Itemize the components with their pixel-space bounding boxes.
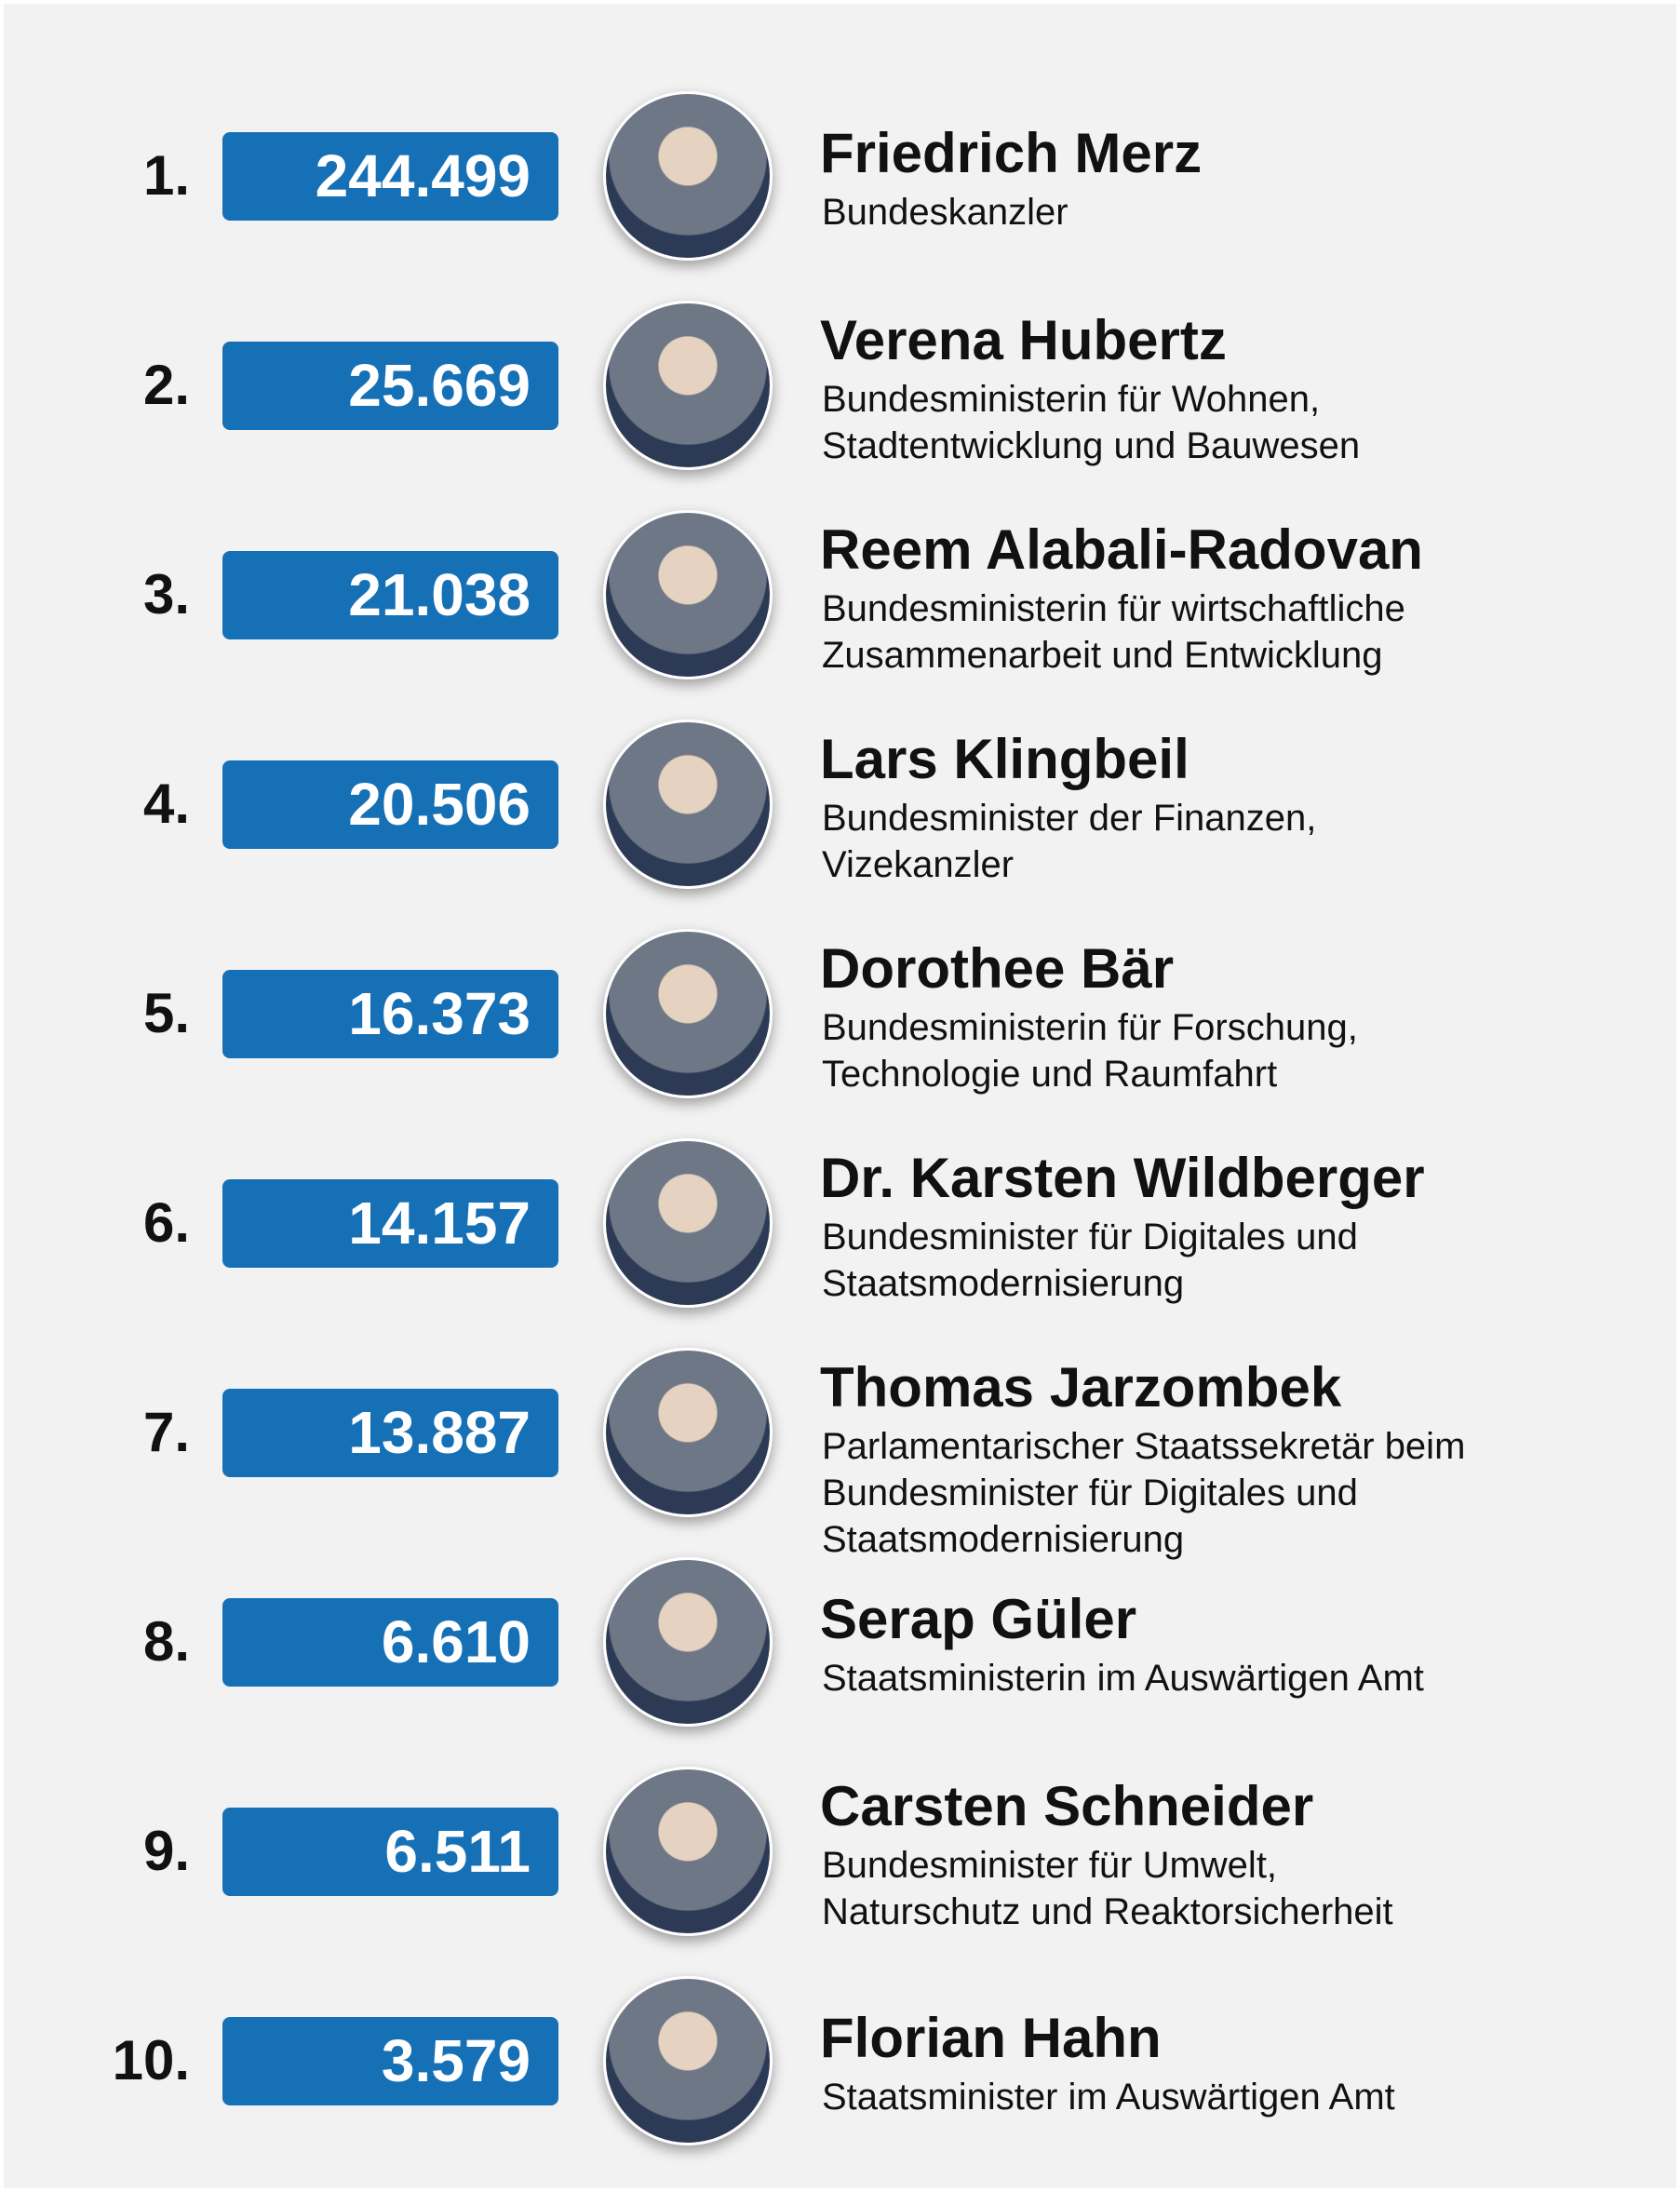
value: 6.610 [381,1608,531,1675]
rank: 6. [142,1191,190,1254]
portrait [602,929,773,1098]
rank: 8. [142,1610,190,1673]
rank: 3. [142,563,190,625]
person-role: Bundesminister für Digitales und [822,1217,1358,1258]
person-name: Friedrich Merz [820,121,1203,184]
person-name: Lars Klingbeil [820,727,1189,790]
person-role: Bundesministerin für Wohnen, [822,379,1321,421]
person-role: Stadtentwicklung und Bauwesen [822,424,1361,466]
value: 16.373 [348,980,531,1047]
person-name: Reem Alabali-Radovan [820,518,1423,581]
person-role: Staatsmodernisierung [822,1518,1185,1560]
person-role: Naturschutz und Reaktorsicherheit [822,1890,1393,1932]
person-role: Vizekanzler [822,843,1015,885]
portrait [602,510,773,679]
person-name: Serap Güler [820,1587,1137,1650]
person-role: Bundesminister für Digitales und [822,1472,1358,1513]
rank: 1. [142,144,190,207]
rank: 9. [142,1820,190,1882]
person-name: Dorothee Bär [820,936,1175,1000]
portrait [602,1976,773,2145]
person-name: Florian Hahn [820,2006,1162,2069]
rank: 4. [142,773,190,835]
value-box: 244.499 [222,132,558,221]
value: 3.579 [381,2027,531,2094]
portrait [602,1348,773,1517]
rank: 10. [112,2029,190,2091]
person-role: Parlamentarischer Staatssekretär beim [822,1426,1466,1468]
portrait [602,1767,773,1936]
value-box: 6.511 [222,1808,558,1896]
value-box: 20.506 [222,760,558,849]
value-box: 25.669 [222,342,558,430]
person-role: Bundesministerin für Forschung, [822,1007,1358,1049]
person-name: Dr. Karsten Wildberger [820,1146,1425,1209]
portrait [602,91,773,261]
rank: 7. [142,1401,190,1463]
person-role: Zusammenarbeit und Entwicklung [822,634,1383,676]
value-box: 3.579 [222,2017,558,2105]
rank: 2. [142,354,190,416]
person-role: Bundeskanzler [822,192,1068,234]
person-role: Bundesminister der Finanzen, [822,798,1317,840]
value-box: 6.610 [222,1598,558,1687]
value: 21.038 [348,561,531,628]
person-role: Staatsministerin im Auswärtigen Amt [822,1658,1424,1700]
value-box: 14.157 [222,1179,558,1268]
portrait [602,719,773,889]
portrait [602,1557,773,1727]
value: 14.157 [348,1190,531,1257]
value: 244.499 [315,142,531,209]
portrait [602,1138,773,1308]
person-name: Thomas Jarzombek [820,1355,1342,1419]
ranking-list: 1. 244.499 Friedrich Merz Bundeskanzler 2. 25… [4,4,1676,2188]
value: 13.887 [348,1399,531,1466]
rank: 5. [142,982,190,1044]
value-box: 16.373 [222,970,558,1058]
value-box: 21.038 [222,551,558,639]
person-name: Verena Hubertz [820,308,1227,371]
person-role: Staatsminister im Auswärtigen Amt [822,2077,1395,2118]
value: 6.511 [384,1818,531,1885]
value-box: 13.887 [222,1389,558,1477]
person-role: Staatsmodernisierung [822,1262,1185,1304]
person-role: Technologie und Raumfahrt [822,1053,1278,1095]
person-role: Bundesminister für Umwelt, [822,1845,1278,1887]
portrait [602,301,773,470]
value: 20.506 [348,771,531,838]
person-role: Bundesministerin für wirtschaftliche [822,588,1405,630]
person-name: Carsten Schneider [820,1774,1314,1837]
value: 25.669 [348,352,531,419]
